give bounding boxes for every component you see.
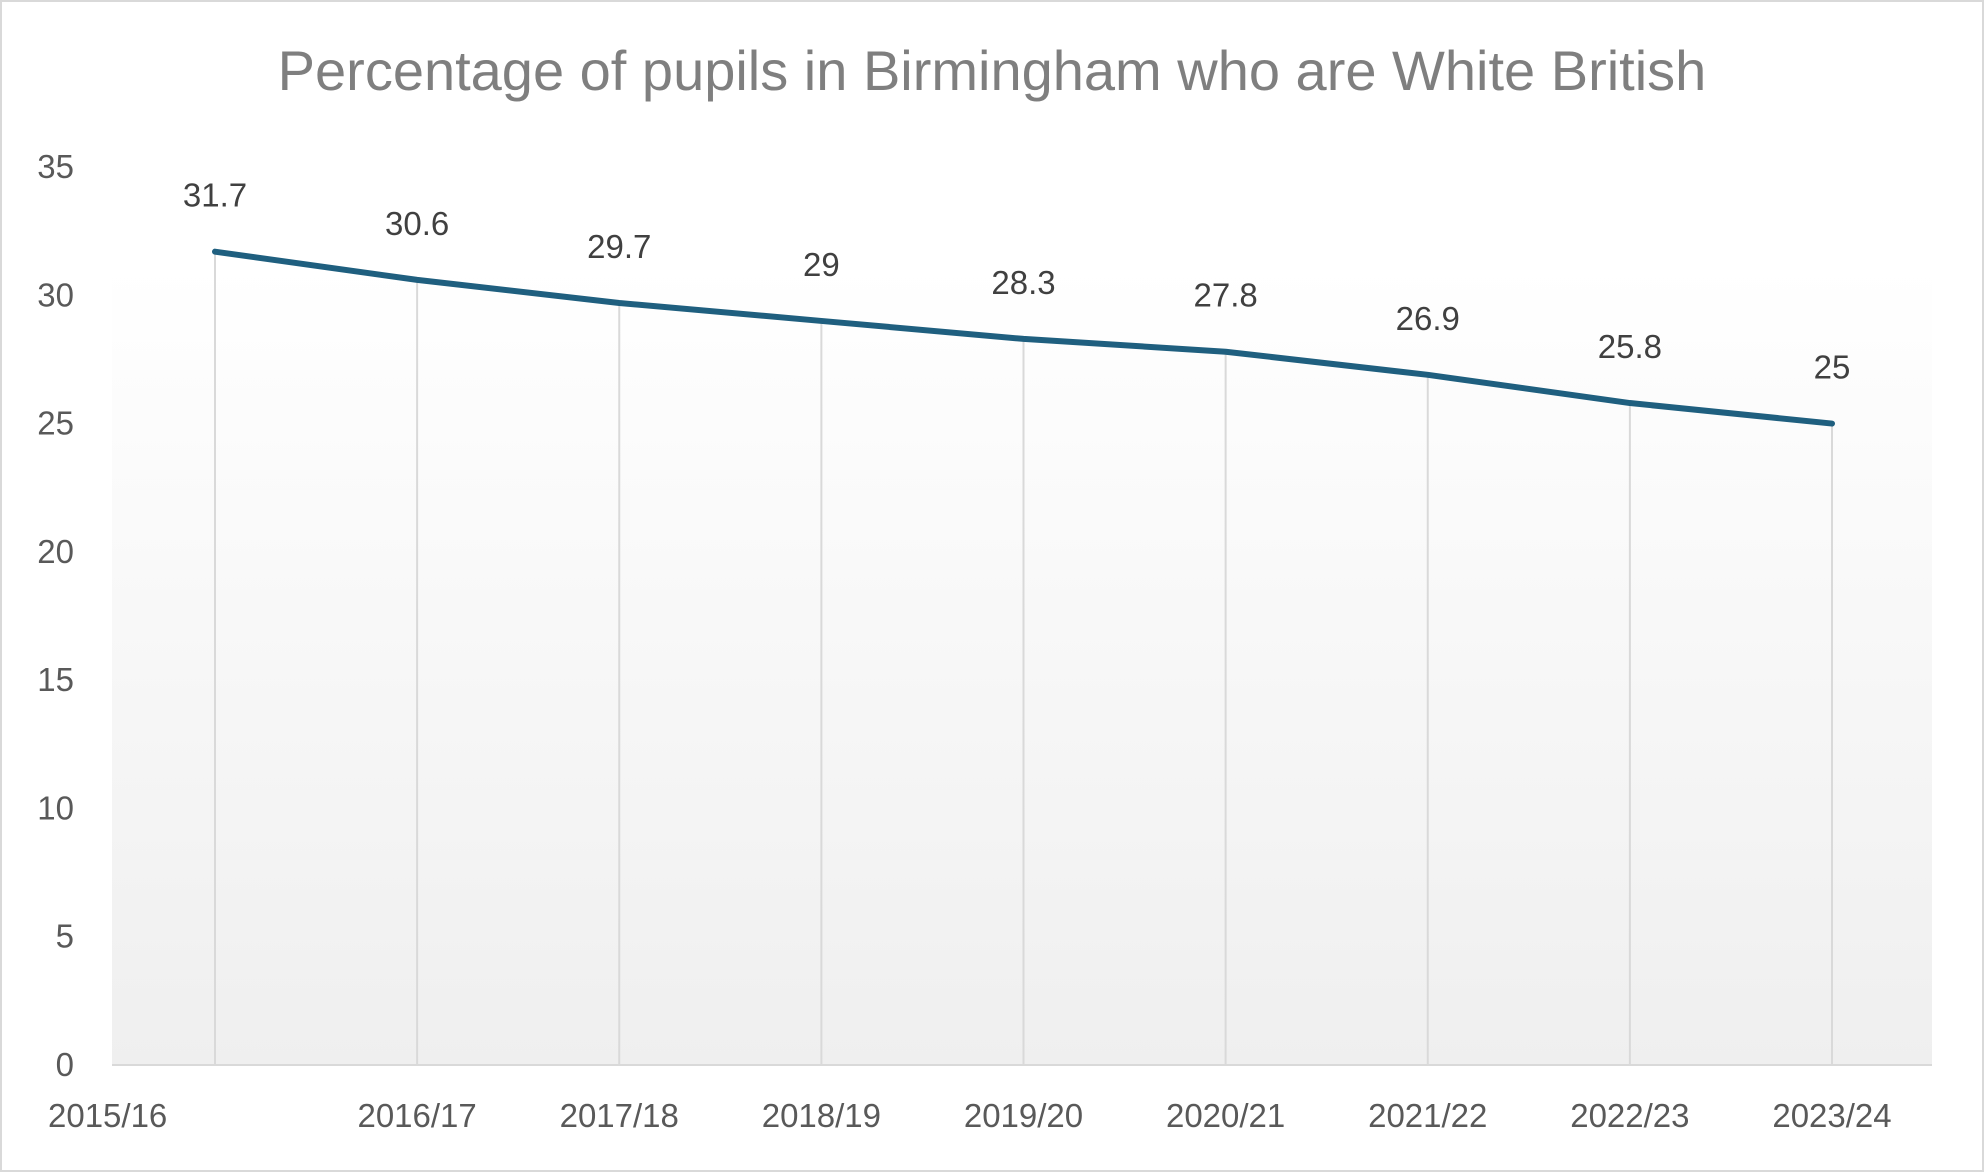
y-tick-label: 10: [37, 789, 74, 826]
data-label: 28.3: [991, 264, 1055, 301]
x-tick-label: 2016/17: [357, 1097, 476, 1134]
y-tick-label: 25: [37, 405, 74, 442]
data-label: 29: [803, 246, 840, 283]
y-tick-label: 35: [37, 148, 74, 185]
y-tick-label: 20: [37, 533, 74, 570]
x-tick-label: 2020/21: [1166, 1097, 1285, 1134]
data-label: 31.7: [183, 177, 247, 214]
data-label: 30.6: [385, 205, 449, 242]
data-label: 25: [1814, 349, 1851, 386]
x-tick-label: 2021/22: [1368, 1097, 1487, 1134]
plot-area: [112, 265, 1932, 1065]
y-tick-label: 5: [56, 918, 74, 955]
y-tick-label: 0: [56, 1046, 74, 1083]
x-tick-label: 2022/23: [1570, 1097, 1689, 1134]
x-tick-label: 2023/24: [1772, 1097, 1891, 1134]
x-tick-label: 2017/18: [560, 1097, 679, 1134]
x-tick-label: 2019/20: [964, 1097, 1083, 1134]
x-tick-label: 2018/19: [762, 1097, 881, 1134]
x-tick-label: 2015/16: [48, 1097, 167, 1134]
series-line: [212, 248, 1835, 427]
data-label: 26.9: [1396, 300, 1460, 337]
data-label: 29.7: [587, 228, 651, 265]
y-tick-label: 15: [37, 661, 74, 698]
data-label: 27.8: [1194, 277, 1258, 314]
data-label: 25.8: [1598, 328, 1662, 365]
y-tick-label: 30: [37, 276, 74, 313]
chart-title: Percentage of pupils in Birmingham who a…: [277, 39, 1707, 102]
